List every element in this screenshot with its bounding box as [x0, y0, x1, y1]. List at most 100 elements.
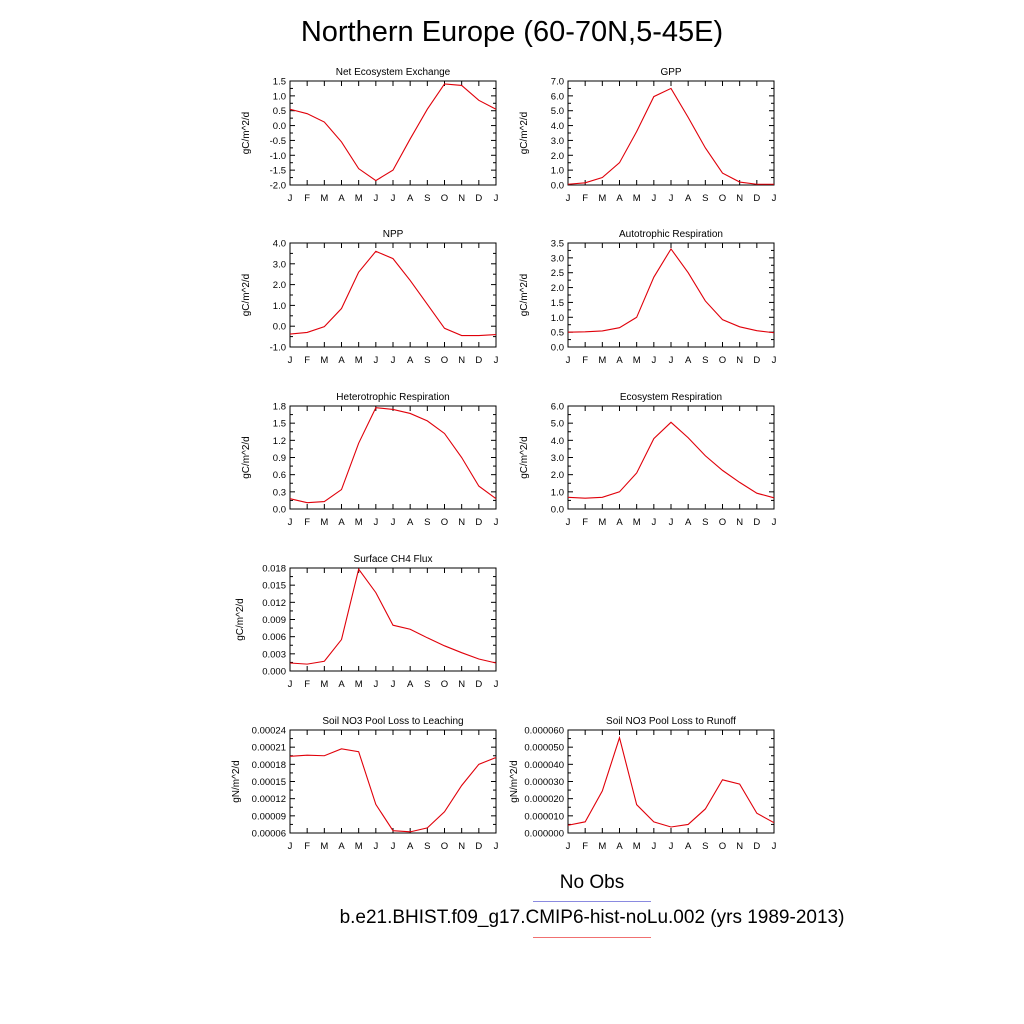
x-tick-label: J — [391, 517, 396, 528]
panel-title: GPP — [660, 67, 681, 78]
y-tick-label: 2.0 — [551, 151, 564, 162]
y-tick-label: 0.000 — [262, 667, 286, 678]
y-tick-label: 0.012 — [262, 598, 286, 609]
x-tick-label: M — [598, 517, 606, 528]
legend-model-label: b.e21.BHIST.f09_g17.CMIP6-hist-noLu.002 … — [339, 907, 845, 928]
y-tick-label: 3.0 — [551, 253, 564, 264]
x-tick-label: S — [424, 679, 430, 690]
panel-8: Soil NO3 Pool Loss to Leaching gN/m^2/d 0.… — [231, 716, 499, 852]
x-tick-label: D — [753, 193, 760, 204]
x-tick-label: O — [441, 193, 448, 204]
panel-6: Ecosystem Respiration gC/m^2/d 6.0 5.0 4.0 3.… — [519, 392, 777, 528]
x-tick-label: J — [566, 193, 571, 204]
x-tick-label: D — [475, 193, 482, 204]
y-tick-label: 1.8 — [273, 402, 286, 413]
x-tick-label: J — [288, 841, 293, 852]
x-tick-label: M — [633, 841, 641, 852]
x-tick-label: N — [736, 841, 743, 852]
x-tick-label: J — [772, 193, 777, 204]
x-tick-label: J — [494, 193, 499, 204]
x-tick-label: O — [441, 517, 448, 528]
y-tick-label: 1.0 — [551, 487, 564, 498]
x-tick-label: N — [736, 193, 743, 204]
panel-title: Autotrophic Respiration — [619, 229, 723, 240]
x-tick-label: J — [669, 193, 674, 204]
x-tick-label: F — [304, 841, 310, 852]
y-tick-label: 0.00018 — [252, 760, 286, 771]
y-tick-label: 0.00012 — [252, 794, 286, 805]
x-tick-label: J — [651, 517, 656, 528]
x-tick-label: A — [616, 841, 623, 852]
x-tick-label: A — [338, 193, 345, 204]
y-tick-label: 0.000010 — [524, 811, 564, 822]
x-tick-label: O — [719, 193, 726, 204]
y-tick-label: 0.0 — [551, 505, 564, 516]
y-tick-label: 0.00015 — [252, 777, 286, 788]
x-tick-label: N — [458, 355, 465, 366]
y-tick-label: 1.0 — [273, 91, 286, 102]
x-tick-label: J — [772, 517, 777, 528]
y-tick-label: 3.0 — [273, 259, 286, 270]
y-tick-label: 0.00021 — [252, 743, 286, 754]
panel-7: Surface CH4 Flux gC/m^2/d 0.018 0.015 0.012 0… — [235, 554, 499, 690]
x-tick-label: N — [458, 193, 465, 204]
figure-title: Northern Europe (60-70N,5-45E) — [300, 16, 724, 48]
x-tick-label: J — [391, 193, 396, 204]
plot-frame — [289, 567, 497, 672]
y-tick-label: 0.0 — [273, 322, 286, 333]
y-tick-label: 2.5 — [551, 268, 564, 279]
y-tick-label: 0.009 — [262, 615, 286, 626]
y-tick-label: 5.0 — [551, 419, 564, 430]
x-tick-label: D — [475, 679, 482, 690]
x-tick-label: A — [407, 355, 414, 366]
x-tick-label: M — [355, 193, 363, 204]
series-line — [289, 83, 497, 182]
x-tick-label: A — [685, 841, 692, 852]
y-tick-label: 0.000020 — [524, 794, 564, 805]
y-tick-label: 0.9 — [273, 453, 286, 464]
x-tick-label: S — [702, 841, 708, 852]
x-tick-label: N — [736, 517, 743, 528]
plot-frame — [567, 729, 775, 834]
x-tick-label: S — [424, 841, 430, 852]
y-tick-label: 7.0 — [551, 77, 564, 88]
series-line — [567, 421, 775, 499]
panel-title: Soil NO3 Pool Loss to Runoff — [606, 716, 736, 727]
y-tick-label: 0.000060 — [524, 726, 564, 737]
x-tick-label: M — [598, 355, 606, 366]
y-tick-label: -1.0 — [270, 343, 286, 354]
x-tick-label: M — [633, 193, 641, 204]
y-axis-label: gC/m^2/d — [519, 436, 530, 479]
x-tick-label: A — [685, 517, 692, 528]
x-tick-label: A — [616, 355, 623, 366]
y-tick-label: 0.0 — [273, 121, 286, 132]
y-tick-label: 1.0 — [551, 166, 564, 177]
x-tick-label: M — [320, 355, 328, 366]
y-tick-label: 1.0 — [273, 301, 286, 312]
x-tick-label: J — [651, 193, 656, 204]
panel-title: Soil NO3 Pool Loss to Leaching — [322, 716, 463, 727]
panel-title: Net Ecosystem Exchange — [336, 67, 451, 78]
panel-1: Net Ecosystem Exchange gC/m^2/d 1.5 1.0 0.5 0… — [241, 67, 499, 204]
x-tick-label: J — [288, 517, 293, 528]
x-tick-label: D — [753, 517, 760, 528]
y-tick-label: 0.0 — [273, 505, 286, 516]
x-tick-label: D — [475, 355, 482, 366]
x-tick-label: M — [598, 841, 606, 852]
y-tick-label: 0.3 — [273, 487, 286, 498]
y-tick-label: 0.000000 — [524, 829, 564, 840]
x-tick-label: D — [475, 841, 482, 852]
y-axis-label: gC/m^2/d — [235, 598, 246, 641]
y-axis-label: gC/m^2/d — [241, 274, 252, 317]
x-tick-label: M — [355, 679, 363, 690]
x-tick-label: J — [391, 679, 396, 690]
x-tick-label: O — [441, 841, 448, 852]
x-tick-label: M — [320, 679, 328, 690]
x-tick-label: M — [320, 193, 328, 204]
x-tick-label: A — [685, 355, 692, 366]
panel-title: Ecosystem Respiration — [620, 392, 722, 403]
x-tick-label: J — [288, 679, 293, 690]
x-tick-label: N — [736, 355, 743, 366]
x-tick-label: A — [616, 193, 623, 204]
x-tick-label: J — [772, 841, 777, 852]
